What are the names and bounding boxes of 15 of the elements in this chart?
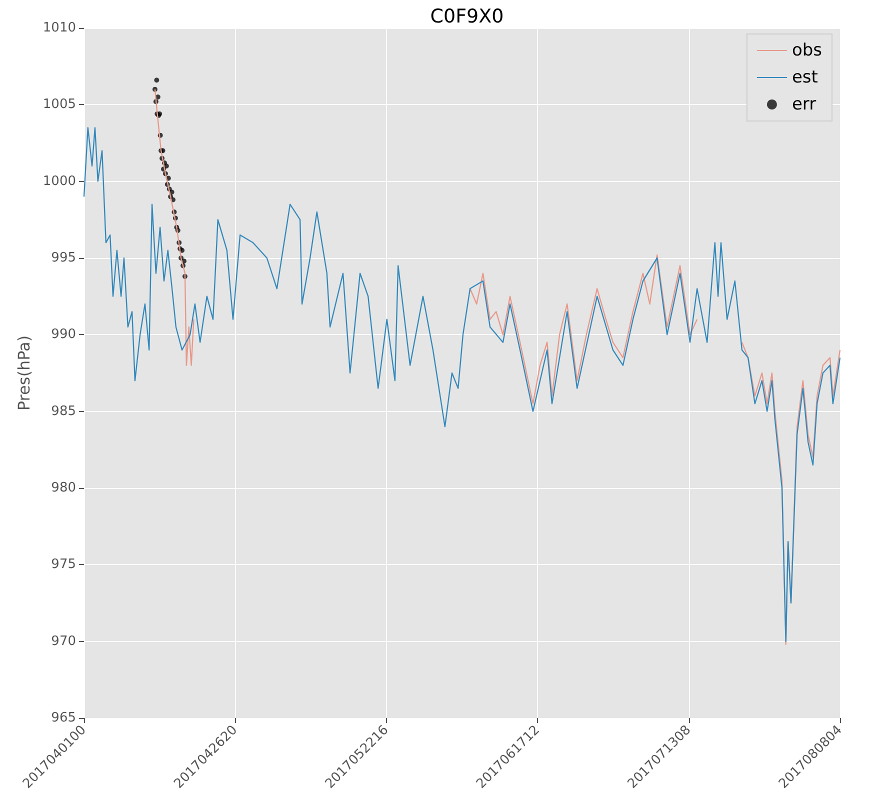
y-tick-label: 1000 <box>42 174 76 189</box>
y-tick-label: 1005 <box>42 97 76 112</box>
y-tick-label: 975 <box>51 557 76 572</box>
y-tick-label: 1010 <box>42 20 76 36</box>
y-tick-label: 990 <box>51 327 76 342</box>
legend-label: est <box>792 68 818 88</box>
y-tick-label: 980 <box>51 480 76 496</box>
y-axis-title: Pres(hPa) <box>14 335 34 411</box>
legend-label: obs <box>792 40 822 60</box>
y-tick-label: 965 <box>51 710 76 726</box>
y-tick-label: 995 <box>51 250 76 266</box>
y-tick-label: 970 <box>51 634 76 649</box>
chart-title: C0F9X0 <box>430 6 504 28</box>
y-tick-label: 985 <box>51 404 76 419</box>
legend-label: err <box>792 94 816 114</box>
